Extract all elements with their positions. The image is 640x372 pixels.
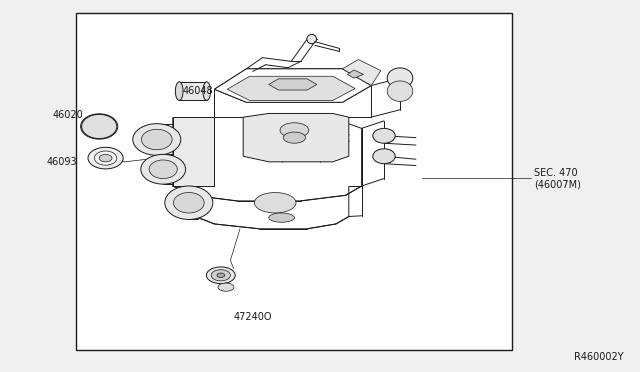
Ellipse shape: [95, 151, 117, 165]
Ellipse shape: [165, 186, 212, 219]
Ellipse shape: [141, 154, 186, 184]
Polygon shape: [269, 79, 317, 90]
Text: SEC. 470
(46007M): SEC. 470 (46007M): [534, 168, 581, 189]
Ellipse shape: [280, 123, 309, 138]
Text: 47240O: 47240O: [234, 312, 272, 322]
Polygon shape: [179, 82, 207, 100]
Ellipse shape: [99, 154, 112, 162]
Ellipse shape: [133, 124, 181, 155]
Ellipse shape: [203, 82, 211, 100]
Polygon shape: [173, 117, 214, 186]
Ellipse shape: [149, 160, 177, 179]
Text: 46093: 46093: [46, 157, 77, 167]
Ellipse shape: [387, 81, 413, 102]
Ellipse shape: [307, 35, 317, 44]
Polygon shape: [214, 69, 371, 102]
Ellipse shape: [254, 193, 296, 213]
Polygon shape: [243, 113, 349, 162]
Ellipse shape: [88, 147, 124, 169]
Ellipse shape: [218, 283, 234, 291]
Polygon shape: [342, 60, 381, 86]
Ellipse shape: [372, 128, 396, 143]
Ellipse shape: [175, 82, 183, 100]
Polygon shape: [348, 70, 364, 78]
Ellipse shape: [206, 267, 236, 284]
Ellipse shape: [217, 273, 225, 278]
Ellipse shape: [173, 193, 204, 213]
Ellipse shape: [284, 132, 306, 143]
Bar: [76, 13, 512, 350]
Ellipse shape: [211, 270, 230, 281]
Ellipse shape: [372, 149, 396, 164]
Text: 46020: 46020: [52, 110, 83, 120]
Ellipse shape: [82, 115, 117, 139]
Ellipse shape: [387, 68, 413, 89]
Ellipse shape: [269, 213, 294, 222]
Text: R460002Y: R460002Y: [574, 352, 624, 362]
Text: 46048: 46048: [182, 86, 213, 96]
Polygon shape: [227, 76, 355, 100]
Ellipse shape: [141, 129, 172, 150]
Polygon shape: [214, 69, 371, 102]
